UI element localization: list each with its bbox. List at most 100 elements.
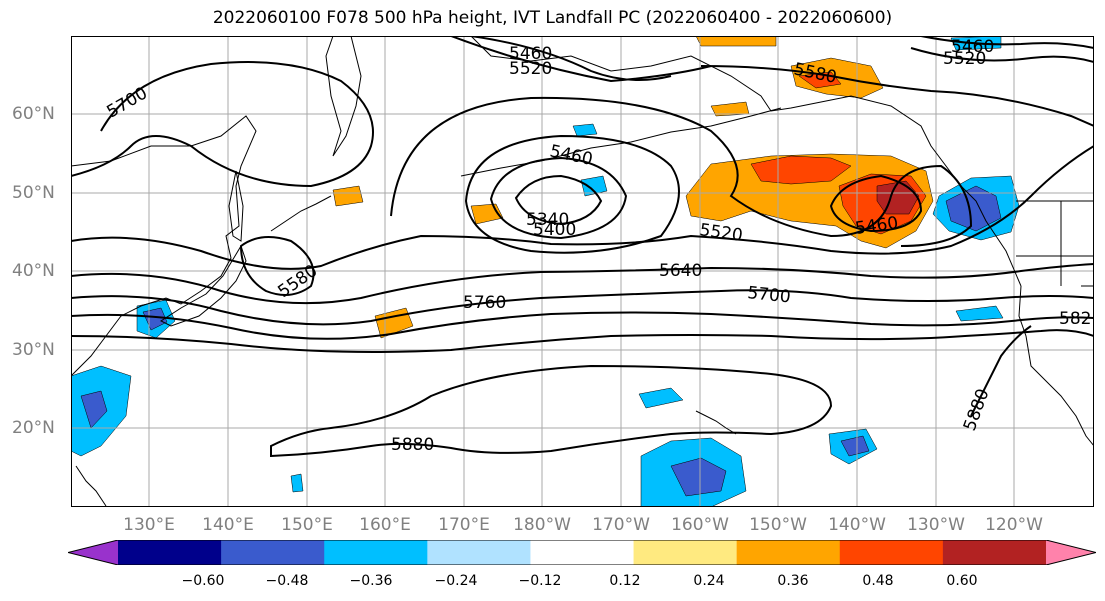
lon-label: 120°W bbox=[985, 515, 1043, 535]
lon-label: 180°W bbox=[513, 515, 571, 535]
colorbar-tick: 0.24 bbox=[693, 573, 725, 589]
contour-low-5340 bbox=[514, 174, 603, 226]
colorbar-tick: −0.48 bbox=[265, 573, 309, 589]
lon-label: 140°W bbox=[828, 515, 886, 535]
colorbar-segment bbox=[118, 540, 222, 565]
coast-hawaii bbox=[695, 410, 737, 435]
colorbar-segments bbox=[68, 540, 1096, 565]
colorbar-tick: −0.36 bbox=[349, 573, 393, 589]
colorbar-tick: 0.36 bbox=[777, 573, 809, 589]
contour-ne-5520 bbox=[910, 47, 1094, 63]
shade-negative-east-core bbox=[840, 435, 870, 457]
contour-label: 5520 bbox=[509, 59, 552, 79]
coast-alaska bbox=[470, 36, 1022, 287]
shade-negative-pac2 bbox=[572, 123, 598, 137]
contour-5520-north bbox=[450, 36, 712, 83]
coast-asia bbox=[71, 115, 257, 377]
lon-label: 140°E bbox=[202, 515, 254, 535]
contour-label: 582 bbox=[1059, 309, 1091, 329]
coast-aleutians bbox=[460, 107, 782, 177]
lon-label: 170°W bbox=[592, 515, 650, 535]
lon-label: 130°E bbox=[123, 515, 175, 535]
lat-label: 20°N bbox=[12, 418, 55, 438]
colorbar bbox=[68, 540, 1096, 565]
shaded-anomalies bbox=[71, 36, 1020, 507]
shade-negative-pac1 bbox=[580, 175, 608, 197]
coast-sakhalin bbox=[228, 170, 244, 242]
contour-5580-mid bbox=[71, 145, 1094, 270]
shade-positive-pac2 bbox=[332, 185, 364, 207]
colorbar-segment bbox=[942, 540, 1047, 565]
contour-label: 5760 bbox=[463, 293, 506, 313]
shade-negative-bc bbox=[955, 305, 1004, 322]
shade-strong-gulf bbox=[750, 155, 852, 185]
contour-label: 5700 bbox=[104, 83, 151, 122]
contour-label: 5880 bbox=[391, 435, 434, 455]
colorbar-tick: −0.12 bbox=[518, 573, 562, 589]
colorbar-tick: 0.48 bbox=[862, 573, 894, 589]
colorbar-segment bbox=[68, 540, 118, 565]
lon-label: 170°E bbox=[438, 515, 490, 535]
lat-label: 60°N bbox=[12, 104, 55, 124]
colorbar-tick: −0.60 bbox=[181, 573, 225, 589]
lat-label: 40°N bbox=[12, 261, 55, 281]
contour-5700-west bbox=[71, 61, 374, 188]
contour-ne-5460 bbox=[920, 36, 1094, 49]
contour-5820 bbox=[71, 329, 1094, 353]
colorbar-segment bbox=[221, 540, 325, 565]
contour-5640 bbox=[71, 263, 1094, 305]
colorbar-segment bbox=[736, 540, 841, 565]
shade-negative-small bbox=[290, 473, 304, 493]
contour-5700 bbox=[71, 289, 1094, 326]
contour-label: 5520 bbox=[943, 49, 986, 69]
colorbar-segment bbox=[530, 540, 635, 565]
contour-5880-east bbox=[970, 325, 1032, 417]
contour-label: 5460 bbox=[548, 141, 594, 170]
map-title: 2022060100 F078 500 hPa height, IVT Land… bbox=[212, 8, 893, 28]
shade-negative-south-core bbox=[670, 457, 727, 497]
contour-label: 5520 bbox=[698, 220, 744, 246]
contour-5460-gulf bbox=[829, 174, 923, 233]
coast-west-us bbox=[1018, 285, 1094, 447]
lon-label: 160°E bbox=[359, 515, 411, 535]
contour-label: 5460 bbox=[951, 37, 994, 57]
contour-low-5460 bbox=[464, 134, 680, 254]
contour-label: 5640 bbox=[659, 261, 702, 281]
lon-label: 160°W bbox=[671, 515, 729, 535]
map-frame bbox=[71, 36, 1094, 507]
contour-label: 5340 bbox=[526, 210, 569, 230]
contour-5760 bbox=[71, 311, 1094, 340]
contour-label: 5880 bbox=[960, 386, 994, 433]
coast-kamchatka bbox=[325, 36, 362, 157]
colorbar-segment bbox=[427, 540, 531, 565]
coast-us-states bbox=[1016, 201, 1094, 287]
map-panel: 5460 5520 5580 5460 5520 5700 5460 5340 … bbox=[71, 36, 1094, 507]
contour-label: 5400 bbox=[533, 220, 576, 240]
contour-5460-north bbox=[470, 36, 672, 81]
lat-label: 30°N bbox=[12, 340, 55, 360]
shade-positive-top bbox=[695, 36, 777, 47]
contour-5520-mid bbox=[390, 96, 973, 247]
contour-low-5400 bbox=[489, 156, 628, 240]
map-canvas: 5460 5520 5580 5460 5520 5700 5460 5340 … bbox=[71, 36, 1094, 507]
colorbar-segment bbox=[633, 540, 738, 565]
height-contours bbox=[71, 36, 1094, 458]
shade-negative-hi bbox=[638, 387, 684, 409]
lon-label: 150°E bbox=[281, 515, 333, 535]
colorbar-tick: −0.24 bbox=[434, 573, 478, 589]
colorbar-segment bbox=[1046, 540, 1096, 565]
shade-negative-wc-core bbox=[945, 185, 1002, 232]
shade-negative-sw-core bbox=[80, 390, 108, 429]
coast-taiwan bbox=[75, 465, 107, 507]
lon-label: 150°W bbox=[749, 515, 807, 535]
lon-label: 130°W bbox=[907, 515, 965, 535]
colorbar-tick: 0.12 bbox=[609, 573, 641, 589]
colorbar-segment bbox=[324, 540, 428, 565]
contour-5580-north bbox=[700, 65, 1094, 127]
coast-kurils bbox=[270, 195, 332, 232]
lat-label: 50°N bbox=[12, 183, 55, 203]
contour-label: 5460 bbox=[509, 44, 552, 64]
contour-5880 bbox=[270, 364, 833, 458]
contour-label: 5700 bbox=[746, 283, 791, 307]
colorbar-tick: 0.60 bbox=[946, 573, 978, 589]
